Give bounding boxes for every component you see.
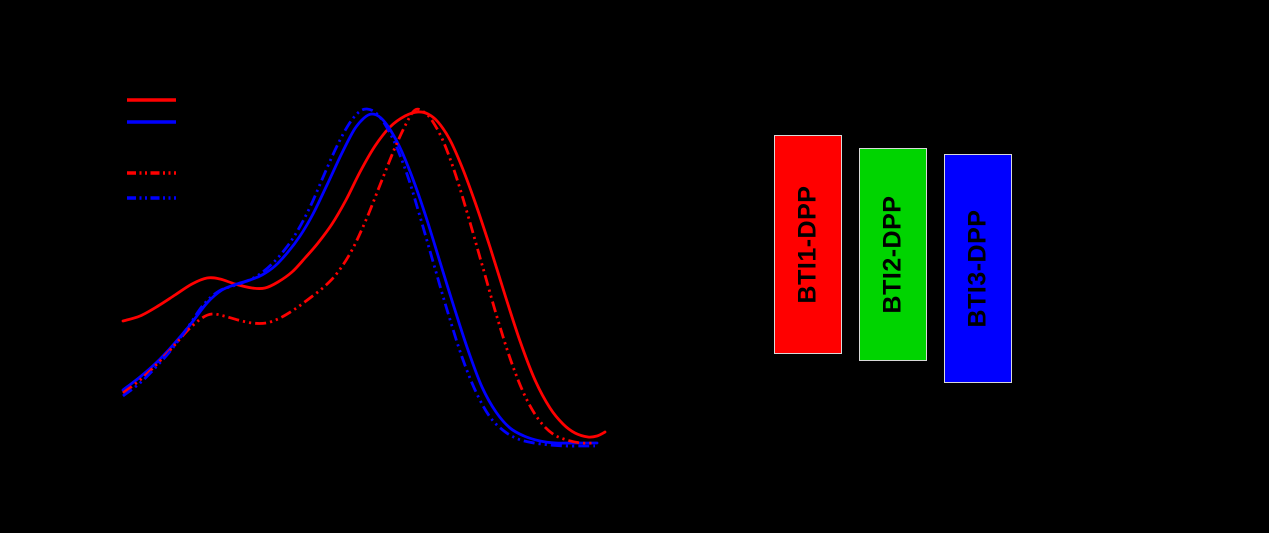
energy-bar-label-bti2-dpp: BTI2-DPP	[878, 195, 907, 314]
energy-bar-bti3-dpp: BTI3-DPP	[944, 154, 1012, 383]
spectra-curves	[121, 107, 607, 448]
energy-bar-bti2-dpp: BTI2-DPP	[859, 148, 927, 361]
chart-legend	[127, 98, 176, 200]
series-curve-red-dash-dot-dot	[122, 107, 596, 445]
energy-bar-label-bti1-dpp: BTI1-DPP	[793, 185, 822, 304]
energy-bar-bti1-dpp: BTI1-DPP	[774, 135, 842, 354]
energy-bar-label-bti3-dpp: BTI3-DPP	[963, 209, 992, 328]
series-curve-blue-dash-dot-dot	[122, 107, 595, 448]
series-curve-red-solid	[121, 110, 607, 439]
